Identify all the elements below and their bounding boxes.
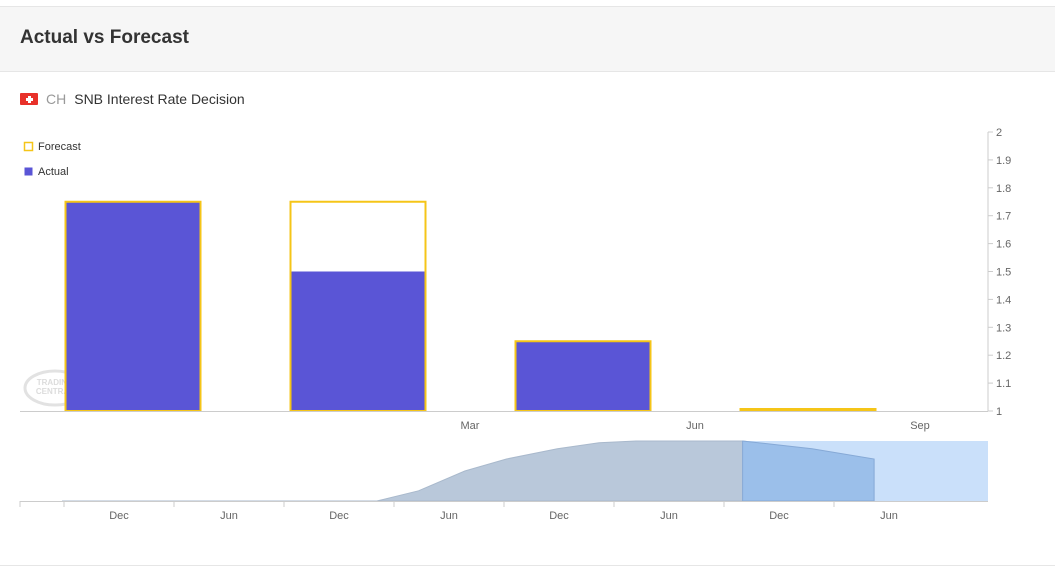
event-row: CH SNB Interest Rate Decision xyxy=(20,90,245,108)
navigator-tick-label: Dec xyxy=(329,510,349,522)
y-tick-label: 1.5 xyxy=(996,267,1011,279)
y-tick-label: 1.8 xyxy=(996,183,1011,195)
navigator-tick-label: Dec xyxy=(769,510,789,522)
x-axis: Mar Jun Sep xyxy=(20,411,988,432)
y-tick-label: 1 xyxy=(996,406,1002,418)
svg-text:CENTRAL: CENTRAL xyxy=(36,387,74,396)
x-tick-label: Mar xyxy=(461,420,480,432)
navigator-tick-label: Jun xyxy=(440,510,458,522)
event-title: SNB Interest Rate Decision xyxy=(74,91,245,107)
y-tick-label: 1.4 xyxy=(996,294,1011,306)
legend-label-actual: Actual xyxy=(38,166,69,178)
x-tick-label: Sep xyxy=(910,420,930,432)
country-code: CH xyxy=(46,91,67,107)
navigator-tick-label: Jun xyxy=(660,510,678,522)
navigator[interactable]: Dec Jun Dec Jun Dec Jun Dec Jun xyxy=(19,440,988,522)
navigator-tick-label: Jun xyxy=(220,510,238,522)
card-title: Actual vs Forecast xyxy=(20,27,189,48)
navigator-tick-label: Dec xyxy=(549,510,569,522)
y-tick-label: 1.6 xyxy=(996,239,1011,251)
x-tick-label: Jun xyxy=(686,420,704,432)
card-header: Actual vs Forecast xyxy=(0,7,1055,72)
navigator-tick-label: Dec xyxy=(109,510,129,522)
switzerland-flag-icon xyxy=(20,93,38,105)
forecast-bar xyxy=(739,408,877,412)
y-tick-label: 1.1 xyxy=(996,378,1011,390)
actual-bar xyxy=(515,341,651,411)
y-tick-label: 1.3 xyxy=(996,322,1011,334)
legend-swatch-actual xyxy=(24,167,33,176)
y-tick-label: 1.2 xyxy=(996,350,1011,362)
actual-bar xyxy=(290,271,426,411)
bar-chart: TRADING CENTRAL Forecast Actual 1 1.1 1.2 1.… xyxy=(19,127,1011,522)
chart-legend[interactable]: Forecast Actual xyxy=(23,141,81,178)
actual-bar xyxy=(65,201,201,411)
actual-vs-forecast-card: Actual vs Forecast CH SNB Interest Rate … xyxy=(0,6,1055,566)
y-tick-label: 2 xyxy=(996,127,1002,139)
legend-label-forecast: Forecast xyxy=(38,141,81,153)
svg-text:TRADING: TRADING xyxy=(37,378,73,387)
y-tick-label: 1.9 xyxy=(996,155,1011,167)
legend-swatch-forecast xyxy=(23,141,34,152)
y-tick-label: 1.7 xyxy=(996,211,1011,223)
y-axis: 1 1.1 1.2 1.3 1.4 1.5 1.6 1.7 1.8 1.9 2 xyxy=(987,127,1011,418)
bar-series[interactable] xyxy=(64,200,877,412)
navigator-tick-label: Jun xyxy=(880,510,898,522)
